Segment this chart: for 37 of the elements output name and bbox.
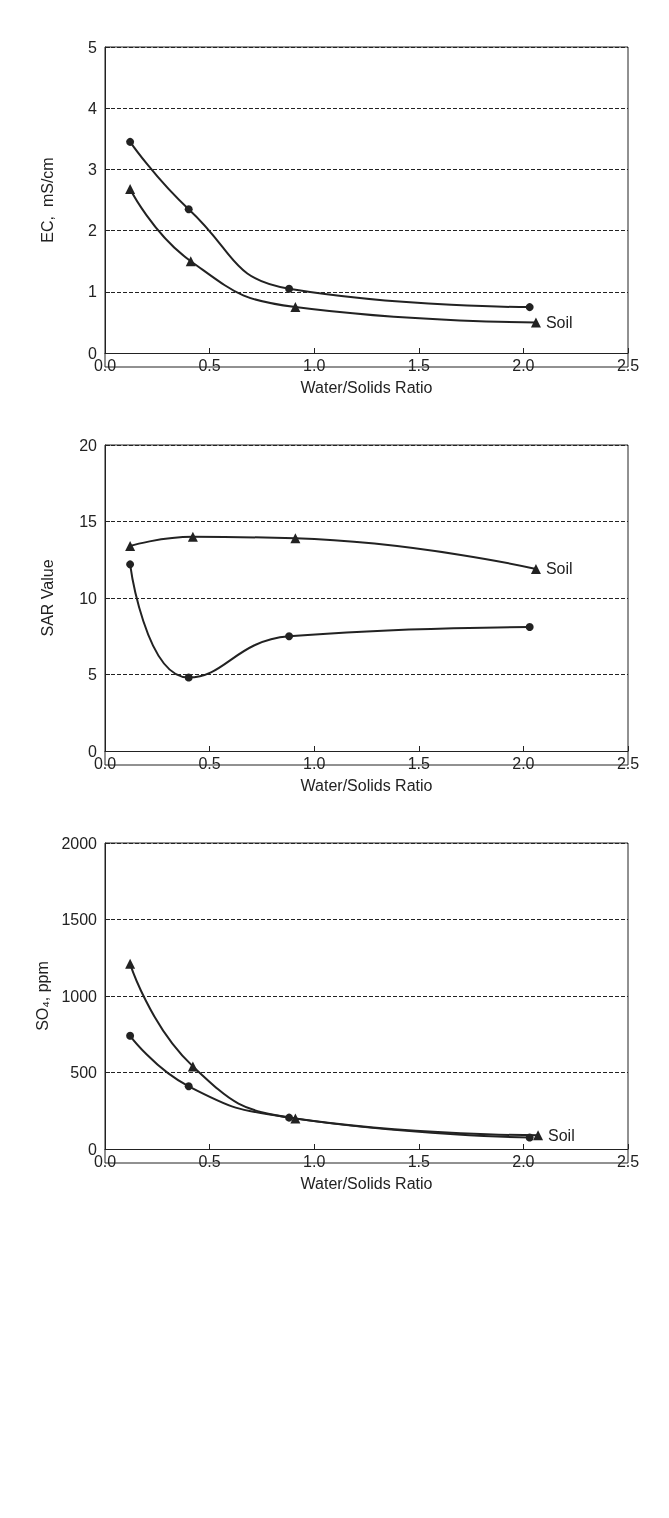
y-tick-label: 15 xyxy=(79,513,98,530)
x-tick-label: 1.5 xyxy=(407,754,431,772)
y-tick-label: 2000 xyxy=(61,834,98,852)
series-label: Soil xyxy=(545,560,573,578)
x-axis-title: Water/Solids Ratio xyxy=(300,776,433,794)
x-tick-label: 2.5 xyxy=(616,356,640,374)
y-axis-title: SO₄, ppm xyxy=(34,961,52,1031)
y-tick-label: 1000 xyxy=(61,987,98,1005)
x-tick-label: 2.0 xyxy=(512,1152,535,1170)
x-tick-label: 2.0 xyxy=(512,356,535,374)
y-tick-label: 1500 xyxy=(61,911,98,928)
x-tick-label: 1.5 xyxy=(407,1152,431,1170)
y-axis-title: EC, mS/cm xyxy=(38,157,56,243)
y-tick-label: 2 xyxy=(88,222,98,240)
y-tick-label: 5 xyxy=(88,38,98,56)
y-tick-label: 10 xyxy=(79,589,98,607)
y-tick-label: 3 xyxy=(88,160,98,178)
x-tick-label: 2.5 xyxy=(616,1152,640,1170)
y-tick-label: 20 xyxy=(79,436,98,454)
series-label: Soil xyxy=(548,1126,575,1144)
x-axis-title: Water/Solids Ratio xyxy=(300,378,433,396)
y-tick-label: 5 xyxy=(88,666,98,683)
y-tick-label: 1 xyxy=(88,283,98,301)
x-tick-label: 1.0 xyxy=(303,1152,326,1170)
x-tick-label: 0.5 xyxy=(198,1152,221,1170)
x-tick-label: 0.5 xyxy=(198,356,221,374)
y-axis-title: SAR Value xyxy=(38,559,56,637)
x-tick-label: 1.0 xyxy=(303,356,326,374)
x-tick-label: 2.0 xyxy=(512,754,535,772)
y-tick-label: 500 xyxy=(70,1064,98,1081)
x-tick-label: 1.0 xyxy=(303,754,326,772)
x-tick-label: 1.5 xyxy=(407,356,431,374)
x-axis-title: Water/Solids Ratio xyxy=(300,1174,433,1192)
x-tick-label: 0.5 xyxy=(198,754,221,772)
x-tick-label: 2.5 xyxy=(616,754,640,772)
y-tick-label: 4 xyxy=(88,99,98,117)
series-label: Soil xyxy=(545,313,573,331)
